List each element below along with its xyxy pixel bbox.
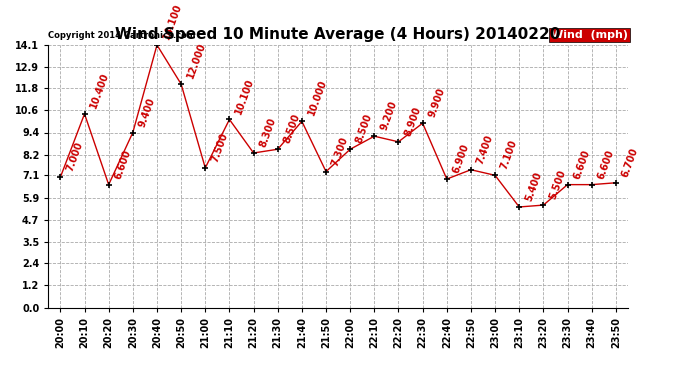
Text: Wind  (mph): Wind (mph) xyxy=(551,30,628,40)
Text: 9.900: 9.900 xyxy=(427,87,446,119)
Text: 6.600: 6.600 xyxy=(113,148,132,180)
Text: 10.100: 10.100 xyxy=(234,76,256,115)
Text: 5.400: 5.400 xyxy=(524,171,543,203)
Title: Wind Speed 10 Minute Average (4 Hours) 20140220: Wind Speed 10 Minute Average (4 Hours) 2… xyxy=(115,27,561,42)
Text: 9.400: 9.400 xyxy=(137,96,157,128)
Text: 6.600: 6.600 xyxy=(596,148,615,180)
Text: 7.400: 7.400 xyxy=(475,133,495,166)
Text: 6.700: 6.700 xyxy=(620,146,640,178)
Text: 7.000: 7.000 xyxy=(65,141,84,173)
Text: 7.500: 7.500 xyxy=(210,131,229,164)
Text: 8.900: 8.900 xyxy=(403,105,422,138)
Text: Copyright 2014 Cartronics.com: Copyright 2014 Cartronics.com xyxy=(48,31,196,40)
Text: 9.200: 9.200 xyxy=(379,100,398,132)
Text: 7.100: 7.100 xyxy=(500,139,519,171)
Text: 12.000: 12.000 xyxy=(186,41,208,80)
Text: 5.500: 5.500 xyxy=(548,169,567,201)
Text: 10.400: 10.400 xyxy=(89,71,111,110)
Text: 6.600: 6.600 xyxy=(572,148,591,180)
Text: 6.900: 6.900 xyxy=(451,142,471,175)
Text: 7.300: 7.300 xyxy=(331,135,350,167)
Text: 14.100: 14.100 xyxy=(161,2,184,41)
Text: 8.500: 8.500 xyxy=(282,112,302,145)
Text: 8.500: 8.500 xyxy=(355,112,374,145)
Text: 8.300: 8.300 xyxy=(258,116,277,149)
Text: 10.000: 10.000 xyxy=(306,78,328,117)
